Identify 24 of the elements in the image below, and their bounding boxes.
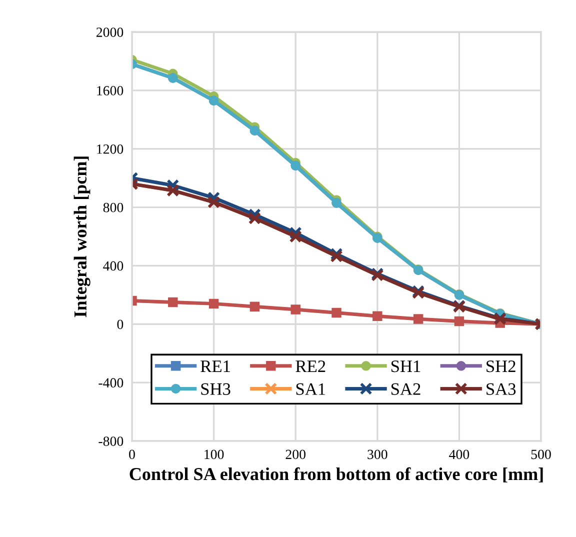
x-axis-title: Control SA elevation from bottom of active core [mm] xyxy=(130,467,543,482)
y-tick-label: -400 xyxy=(98,378,124,388)
legend-label: SA1 xyxy=(296,383,326,395)
legend-label: RE2 xyxy=(296,360,326,372)
x-tick-label: 300 xyxy=(368,450,388,460)
x-tick-label: 0 xyxy=(129,450,135,460)
x-tick-label: 500 xyxy=(531,450,551,460)
y-tick-label: 1600 xyxy=(97,86,124,96)
y-tick-label: 0 xyxy=(117,320,124,330)
x-tick-label: 200 xyxy=(286,450,306,460)
y-tick-label: -800 xyxy=(98,436,124,446)
legend-label: SA3 xyxy=(486,383,516,395)
legend-label: SH1 xyxy=(391,360,420,372)
legend-label: RE1 xyxy=(200,360,230,372)
y-tick-label: 2000 xyxy=(96,28,124,37)
legend-label: SH2 xyxy=(486,360,516,372)
y-tick-label: 1200 xyxy=(97,144,124,154)
x-tick-label: 400 xyxy=(449,450,470,460)
y-axis-title: Integral worth [pcm] xyxy=(74,156,90,318)
legend-label: SA2 xyxy=(391,383,420,395)
x-tick-label: 100 xyxy=(204,450,224,460)
y-tick-label: 800 xyxy=(103,202,124,212)
legend-label: SH3 xyxy=(201,383,230,395)
y-tick-label: 400 xyxy=(103,261,124,271)
